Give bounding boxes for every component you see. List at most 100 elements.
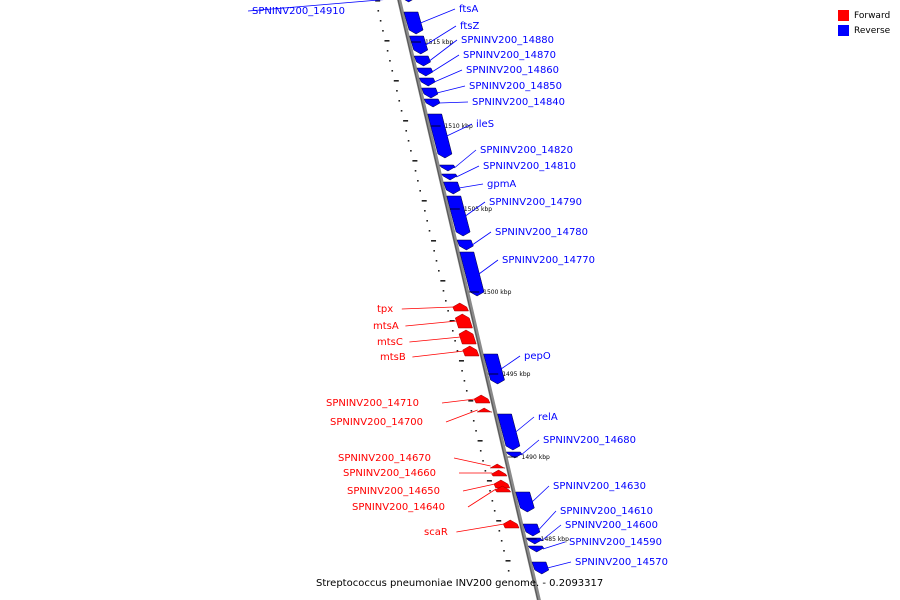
gene-block[interactable] [416, 67, 434, 77]
gene-label[interactable]: SPNINV200_14850 [469, 81, 562, 92]
kmer-dot [465, 390, 468, 392]
gene-block[interactable] [458, 329, 477, 345]
label-connector [441, 398, 476, 404]
kmer-dot [454, 340, 456, 342]
label-connector [458, 183, 484, 189]
gene-block[interactable] [497, 413, 521, 451]
gene-block[interactable] [515, 491, 535, 513]
gene-block[interactable] [418, 77, 436, 87]
legend-item-forward: Forward [838, 8, 890, 23]
kmer-dot [424, 210, 426, 212]
kmer-dot [398, 100, 401, 102]
gene-block[interactable] [502, 519, 520, 529]
gene-label-track: SPNINV200_14910 ftsA ftsZ SPNINV200_14880 SP… [247, 0, 668, 569]
label-connector [500, 355, 521, 370]
legend-item-reverse: Reverse [838, 23, 890, 38]
gene-label[interactable]: SPNINV200_14840 [472, 97, 565, 108]
gene-block[interactable] [409, 35, 429, 55]
gene-block[interactable] [456, 239, 474, 251]
gene-label[interactable]: tpx [377, 304, 393, 315]
gene-block[interactable] [427, 113, 453, 159]
gene-block[interactable] [522, 523, 541, 537]
tick-label: 1485 kbp [541, 536, 569, 543]
gene-block[interactable] [452, 302, 469, 312]
gene-block[interactable] [399, 0, 415, 3]
kmer-dot [486, 480, 492, 482]
gene-block[interactable] [403, 11, 424, 35]
gene-label[interactable]: SPNINV200_14770 [502, 255, 595, 266]
gene-label[interactable]: pepO [524, 351, 551, 362]
tick-label: 1490 kbp [522, 454, 550, 461]
gene-label[interactable]: SPNINV200_14610 [560, 506, 653, 517]
gene-block[interactable] [443, 181, 461, 195]
kmer-dot [386, 50, 389, 52]
label-connector [467, 488, 497, 508]
kmer-dot [482, 460, 484, 462]
tick-track: 1515 kbp 1510 kbp 1505 kbp 1500 kbp 1495 kbp… [410, 39, 569, 543]
gene-label[interactable]: SPNINV200_14910 [252, 6, 345, 17]
gene-label[interactable]: SPNINV200_14670 [338, 453, 431, 464]
gene-label[interactable]: scaR [424, 527, 448, 538]
gene-block[interactable] [493, 479, 511, 489]
gene-label[interactable]: SPNINV200_14780 [495, 227, 588, 238]
legend-forward-label: Forward [854, 10, 891, 21]
gene-label[interactable]: SPNINV200_14790 [489, 197, 582, 208]
gene-label[interactable]: SPNINV200_14680 [543, 435, 636, 446]
gene-label[interactable]: SPNINV200_14600 [565, 520, 658, 531]
kmer-dot [433, 250, 435, 252]
gene-block[interactable] [459, 251, 485, 297]
gene-block[interactable] [483, 353, 505, 385]
gene-label[interactable]: ftsA [459, 4, 478, 15]
map-caption: Streptococcus pneumoniae INV200 genome. … [316, 578, 604, 589]
gene-label[interactable]: SPNINV200_14880 [461, 35, 554, 46]
gene-label[interactable]: SPNINV200_14860 [466, 65, 559, 76]
gene-block[interactable] [525, 537, 543, 545]
gene-label[interactable]: ileS [476, 119, 494, 130]
gene-block[interactable] [505, 451, 523, 459]
kmer-dot [417, 180, 419, 182]
gene-label[interactable]: SPNINV200_14570 [575, 557, 668, 568]
gene-block[interactable] [423, 98, 441, 108]
label-connector [471, 231, 492, 246]
gene-block[interactable] [462, 345, 480, 357]
tick-label: 1505 kbp [464, 206, 492, 213]
gene-label[interactable]: mtsC [377, 337, 403, 348]
gene-block[interactable] [494, 485, 512, 493]
gene-label[interactable]: mtsA [373, 321, 399, 332]
gene-block[interactable] [491, 469, 508, 477]
gene-block[interactable] [489, 463, 506, 469]
kmer-dot [472, 420, 475, 422]
kmer-dot [447, 310, 449, 312]
gene-label[interactable]: SPNINV200_14660 [343, 468, 436, 479]
gene-label[interactable]: SPNINV200_14870 [463, 50, 556, 61]
gene-block[interactable] [441, 173, 458, 181]
kmer-dot [405, 130, 408, 132]
gene-label[interactable]: SPNINV200_14810 [483, 161, 576, 172]
gene-label[interactable]: ftsZ [460, 21, 479, 32]
kmer-dot [389, 60, 391, 62]
forward-swatch [838, 10, 849, 21]
gene-label[interactable]: SPNINV200_14710 [326, 398, 419, 409]
gene-block[interactable] [421, 87, 439, 99]
gene-block[interactable] [476, 407, 493, 413]
gene-block[interactable] [473, 394, 491, 404]
kmer-dot [442, 290, 445, 292]
gene-block[interactable] [446, 195, 471, 237]
gene-label[interactable]: SPNINV200_14700 [330, 417, 423, 428]
gene-block[interactable] [531, 561, 550, 575]
gene-block[interactable] [413, 55, 431, 67]
gene-block[interactable] [439, 164, 456, 172]
gene-label[interactable]: gpmA [487, 179, 516, 190]
genome-backbone-edge [397, 0, 539, 600]
label-connector [515, 416, 535, 433]
kmer-dot [426, 220, 428, 222]
gene-label[interactable]: SPNINV200_14820 [480, 145, 573, 156]
gene-label[interactable]: SPNINV200_14590 [569, 537, 662, 548]
gene-block[interactable] [454, 313, 473, 329]
gene-label[interactable]: SPNINV200_14630 [553, 481, 646, 492]
gene-label[interactable]: relA [538, 412, 558, 423]
gene-label[interactable]: SPNINV200_14650 [347, 486, 440, 497]
gene-label[interactable]: SPNINV200_14640 [352, 502, 445, 513]
gene-label[interactable]: mtsB [380, 352, 406, 363]
gene-block[interactable] [527, 545, 545, 553]
